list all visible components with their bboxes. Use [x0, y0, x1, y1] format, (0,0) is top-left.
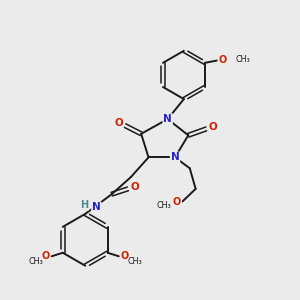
Text: O: O [130, 182, 139, 192]
Text: CH₃: CH₃ [236, 56, 250, 64]
Text: N: N [163, 114, 172, 124]
Text: CH₃: CH₃ [128, 257, 142, 266]
Text: O: O [42, 251, 50, 261]
Text: N: N [92, 202, 101, 212]
Text: CH₃: CH₃ [28, 257, 43, 266]
Text: O: O [121, 251, 129, 261]
Text: H: H [81, 200, 89, 210]
Text: O: O [173, 196, 181, 206]
Text: O: O [114, 118, 123, 128]
Text: O: O [218, 56, 226, 65]
Text: N: N [171, 152, 179, 162]
Text: CH₃: CH₃ [157, 201, 172, 210]
Text: O: O [208, 122, 217, 132]
